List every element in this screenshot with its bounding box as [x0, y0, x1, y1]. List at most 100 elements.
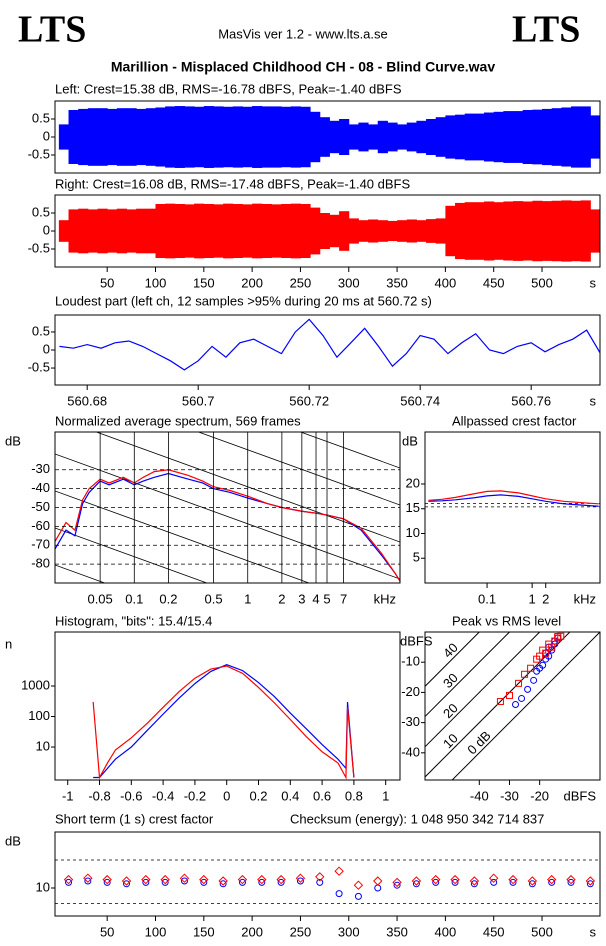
x-tick-label: -0.4 [152, 788, 174, 803]
app-name: MasVis ver 1.2 - www.lts.a.se [218, 26, 388, 41]
point [431, 874, 441, 885]
waveform-envelope [252, 106, 263, 168]
point [161, 878, 169, 886]
waveform-envelope [416, 220, 427, 242]
plot-area [55, 859, 600, 904]
point [219, 880, 227, 888]
plot-area [425, 632, 600, 780]
waveform-envelope [261, 106, 272, 168]
waveform-envelope [155, 107, 166, 167]
point [518, 694, 526, 702]
x-axis-unit: dBFS [563, 788, 596, 803]
x-tick-label: 560.7 [182, 393, 215, 408]
waveform-envelope [503, 201, 514, 261]
panel-frame [54, 631, 401, 781]
point [411, 876, 422, 886]
waveform-envelope [561, 107, 572, 167]
y-tick-label: 0 [43, 341, 50, 356]
x-tick-label: 0.05 [87, 591, 112, 606]
waveform-envelope [194, 203, 205, 259]
slope-line [299, 432, 400, 469]
x-tick-label: 7 [340, 591, 347, 606]
waveform-envelope [242, 106, 253, 168]
waveform-envelope [184, 204, 195, 258]
x-tick-label: 100 [145, 924, 167, 939]
y-tick-label: 20 [406, 475, 420, 490]
point [470, 880, 478, 888]
point [505, 691, 513, 699]
waveform-envelope [368, 124, 379, 150]
x-tick-label: 560.74 [400, 393, 440, 408]
waveform-envelope [174, 204, 185, 258]
waveform-envelope [484, 112, 495, 162]
waveform-envelope [542, 201, 553, 261]
x-tick-label: 0.5 [205, 591, 223, 606]
point [469, 876, 480, 886]
waveform-envelope [426, 119, 437, 155]
point [123, 880, 131, 888]
x-tick-label: 0.2 [249, 788, 267, 803]
waveform-envelope [551, 200, 562, 262]
x-tick-label: 0 [223, 788, 230, 803]
x-tick-label: 0.4 [281, 788, 299, 803]
waveform-envelope [406, 122, 417, 152]
waveform-envelope [232, 204, 243, 258]
panel-title: Normalized average spectrum, 569 frames [55, 413, 301, 428]
y-axis-label: n [5, 636, 12, 651]
y-tick-label: -40 [31, 480, 50, 495]
waveform-envelope [184, 106, 195, 168]
waveform-envelope [348, 218, 359, 244]
point [160, 874, 170, 885]
point [102, 874, 112, 885]
point [334, 866, 344, 876]
waveform-envelope [426, 219, 437, 243]
point [393, 881, 401, 889]
waveform-envelope [329, 214, 340, 248]
crest-line [425, 632, 511, 717]
point [548, 878, 556, 886]
x-tick-label: 250 [290, 275, 312, 290]
waveform-envelope [300, 106, 311, 168]
x-tick-label: 1 [244, 591, 251, 606]
slope-line [55, 527, 208, 583]
panel-frame [54, 194, 601, 268]
point [238, 878, 246, 886]
x-tick-label: -0.2 [184, 788, 206, 803]
waveform-envelope [358, 220, 369, 242]
slope-line [197, 432, 400, 506]
point [539, 661, 547, 669]
y-tick-label: 100 [28, 708, 50, 723]
x-tick-label: 560.72 [289, 393, 329, 408]
x-tick-label: -0.6 [120, 788, 142, 803]
y-tick-label: -80 [31, 556, 50, 571]
waveform-envelope [455, 114, 466, 160]
waveform-envelope [435, 117, 446, 157]
point [103, 878, 111, 886]
x-tick-label: 50 [100, 275, 114, 290]
panel-title: Allpassed crest factor [452, 413, 577, 428]
point [373, 876, 383, 886]
point [237, 874, 248, 885]
point [566, 874, 576, 885]
y-tick-label: 0.5 [32, 110, 50, 125]
waveform-envelope [503, 111, 514, 163]
x-tick-label: -20 [530, 788, 549, 803]
y-tick-label: -30 [31, 461, 50, 476]
panel-title: Peak vs RMS level [452, 613, 561, 628]
x-tick-label: 250 [290, 924, 312, 939]
x-tick-label: 300 [338, 275, 360, 290]
y-tick-label: -30 [401, 714, 420, 729]
panel-frame [424, 631, 601, 781]
x-tick-label: 0.6 [313, 788, 331, 803]
slope-line [55, 490, 311, 583]
point [585, 876, 596, 886]
panel-title: Short term (1 s) crest factor [55, 811, 214, 826]
waveform-envelope [271, 204, 282, 258]
crest-line [425, 632, 541, 748]
x-tick-label: 560.68 [67, 393, 107, 408]
point [200, 878, 208, 886]
x-tick-label: 4 [312, 591, 319, 606]
y-tick-label: 0.5 [32, 204, 50, 219]
series-line [92, 665, 355, 780]
point [315, 872, 325, 882]
